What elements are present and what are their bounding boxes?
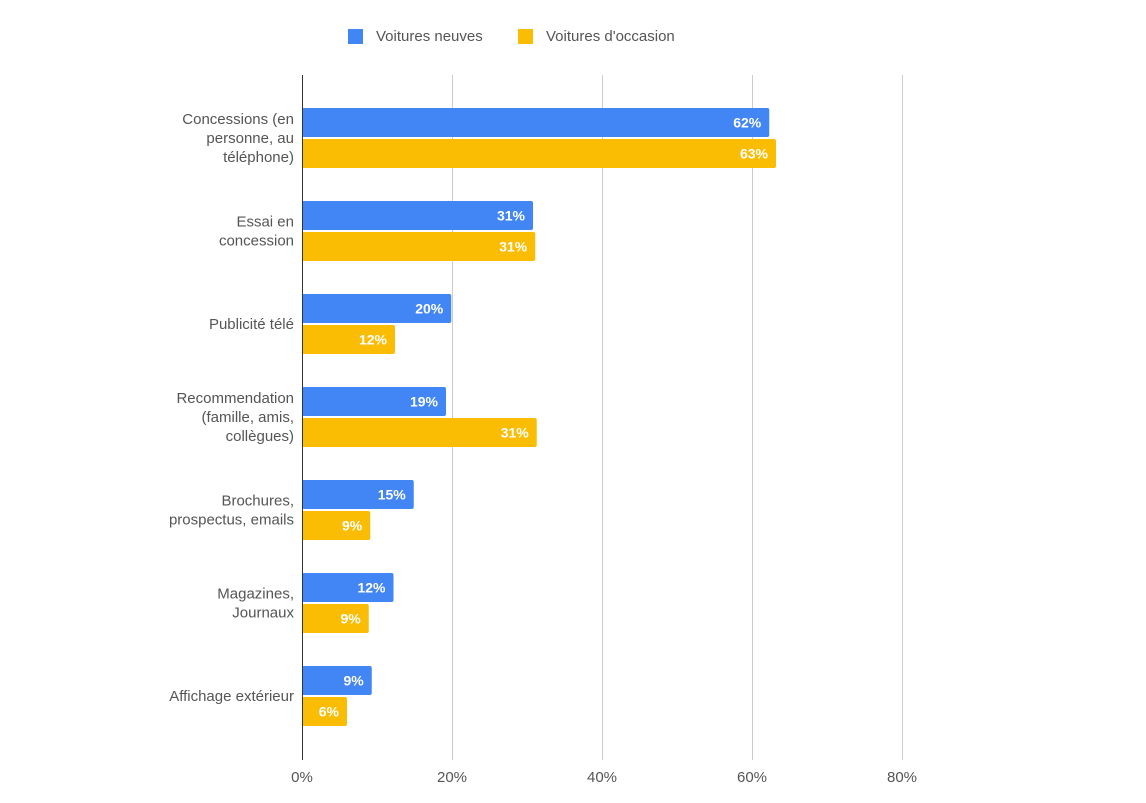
bar bbox=[302, 418, 537, 447]
x-tick-label: 80% bbox=[887, 769, 917, 786]
bar-data-label: 31% bbox=[497, 208, 526, 224]
bar-data-label: 9% bbox=[342, 518, 363, 534]
category-label: Magazines, bbox=[217, 586, 294, 603]
bar-data-label: 62% bbox=[733, 115, 762, 131]
bar-data-label: 9% bbox=[344, 673, 365, 689]
x-tick-label: 20% bbox=[437, 769, 467, 786]
legend-swatch-used-cars bbox=[518, 29, 533, 44]
legend-label-used-cars: Voitures d'occasion bbox=[546, 28, 675, 45]
legend-label-new-cars: Voitures neuves bbox=[376, 28, 483, 45]
category-label: collègues) bbox=[226, 428, 294, 445]
bar bbox=[302, 573, 394, 602]
category-label: Publicité télé bbox=[209, 316, 294, 333]
bar bbox=[302, 511, 371, 540]
category-label: prospectus, emails bbox=[169, 512, 294, 529]
bar bbox=[302, 604, 369, 633]
category-label: Concessions (en bbox=[182, 111, 294, 128]
x-tick-label: 0% bbox=[291, 769, 313, 786]
bar bbox=[302, 325, 395, 354]
bar bbox=[302, 139, 776, 168]
bar-data-label: 63% bbox=[740, 146, 769, 162]
legend-item-used-cars: Voitures d'occasion bbox=[518, 28, 675, 45]
legend: Voitures neuves Voitures d'occasion bbox=[0, 28, 1146, 52]
category-label: Essai en bbox=[236, 214, 294, 231]
category-label: Recommendation bbox=[176, 390, 294, 407]
x-tick-label: 40% bbox=[587, 769, 617, 786]
category-label: Journaux bbox=[232, 605, 294, 622]
bar-data-label: 19% bbox=[410, 394, 439, 410]
bar-data-label: 20% bbox=[415, 301, 444, 317]
category-label: personne, au bbox=[206, 130, 294, 147]
bar bbox=[302, 201, 533, 230]
legend-swatch-new-cars bbox=[348, 29, 363, 44]
bar bbox=[302, 294, 452, 323]
category-label: Affichage extérieur bbox=[169, 688, 294, 705]
bar bbox=[302, 232, 536, 261]
bar-data-label: 12% bbox=[359, 332, 388, 348]
bar bbox=[302, 387, 446, 416]
bar-data-label: 31% bbox=[501, 425, 530, 441]
bar-data-label: 12% bbox=[357, 580, 386, 596]
category-label: Brochures, bbox=[221, 493, 294, 510]
category-label: (famille, amis, bbox=[201, 409, 294, 426]
bar bbox=[302, 666, 372, 695]
category-label: concession bbox=[219, 233, 294, 250]
legend-item-new-cars: Voitures neuves bbox=[348, 28, 483, 45]
bar bbox=[302, 480, 414, 509]
x-tick-label: 60% bbox=[737, 769, 767, 786]
bar-data-label: 31% bbox=[499, 239, 528, 255]
bar-data-label: 9% bbox=[341, 611, 362, 627]
bar-data-label: 6% bbox=[319, 704, 340, 720]
bar bbox=[302, 108, 770, 137]
category-label: téléphone) bbox=[223, 149, 294, 166]
bar bbox=[302, 697, 347, 726]
bar-data-label: 15% bbox=[378, 487, 407, 503]
